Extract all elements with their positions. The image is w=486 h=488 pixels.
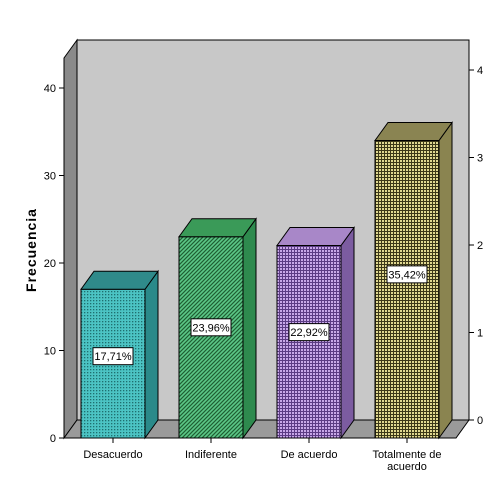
data-label-box: [288, 323, 330, 342]
y-right-tick-label: 2: [477, 240, 483, 252]
data-label: 22,92%: [290, 327, 328, 339]
data-label: 23,96%: [192, 322, 230, 334]
data-label-box: [386, 265, 428, 284]
bar-top: [80, 270, 159, 290]
bars: 17,71% 23,96% 22,92% 35,42%: [80, 120, 453, 440]
y-axis-label: Frecuencia: [23, 208, 39, 292]
bar: 17,71%: [80, 269, 159, 440]
y-right-tick-label: 4: [477, 65, 483, 77]
bar: 23,96%: [178, 217, 257, 440]
bar-top: [276, 227, 355, 246]
bar-top: [178, 218, 257, 238]
y-tick-label: 40: [44, 83, 56, 95]
x-tick-label: Desacuerdo: [83, 449, 142, 461]
data-label: 17,71%: [94, 351, 132, 363]
x-tick-label: Totalmente de acuerdo: [372, 449, 441, 473]
y-right-tick-label: 1: [477, 328, 483, 340]
y-tick-label: 20: [44, 258, 56, 270]
bar-front: [178, 236, 244, 439]
bar: 22,92%: [276, 225, 355, 440]
y-axis-left: 0 10 20 30 40: [44, 58, 65, 445]
y-tick-label: 10: [44, 346, 56, 358]
bar: 35,42%: [374, 120, 453, 440]
y-axis-right: 0 1 2 3 4: [469, 65, 483, 427]
y-right-tick-label: 0: [477, 415, 483, 427]
y-tick-label: 0: [50, 433, 56, 445]
x-tick-label: De acuerdo: [281, 449, 338, 461]
bar-front: [374, 140, 440, 439]
data-label: 35,42%: [388, 269, 426, 281]
y-tick-label: 30: [44, 171, 56, 183]
x-axis-labels: Desacuerdo Indiferente De acuerdo Totalment…: [83, 438, 442, 473]
bar-side: [438, 120, 453, 440]
x-tick-label: Indiferente: [185, 449, 237, 461]
y-right-tick-label: 3: [477, 153, 483, 165]
bar-side: [242, 217, 257, 440]
bar-front: [276, 245, 342, 439]
bar-side: [340, 225, 355, 440]
bar-side: [144, 269, 159, 440]
bar-top: [374, 122, 453, 141]
data-label-box: [92, 347, 134, 366]
side-wall: [63, 38, 78, 440]
data-label-box: [190, 318, 232, 337]
